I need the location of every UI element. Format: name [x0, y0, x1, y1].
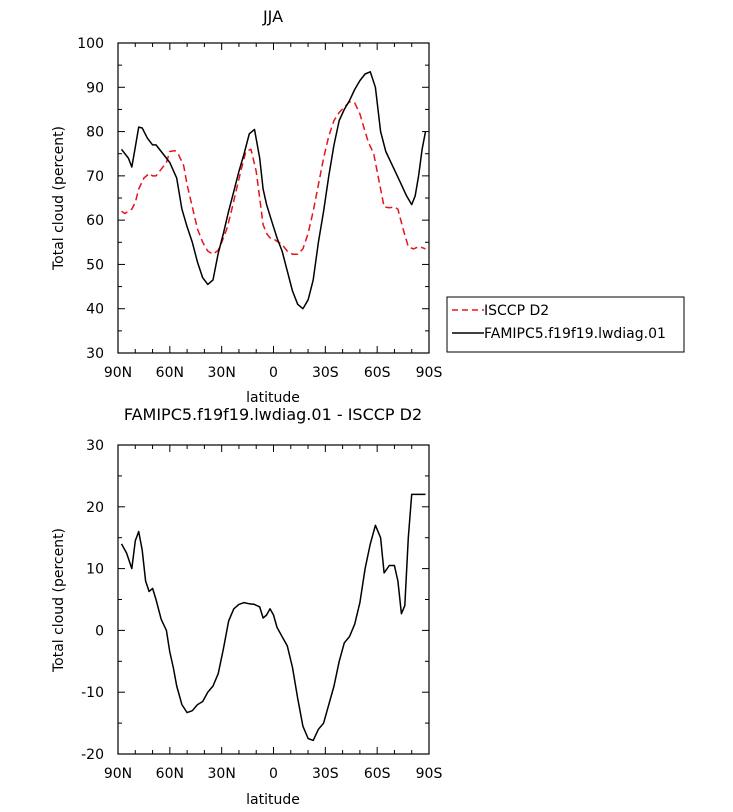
series-line-0: [120, 493, 426, 742]
panel-difference: FAMIPC5.f19f19.lwdiag.01 - ISCCP D2 Tota…: [51, 405, 442, 808]
x-tick-label: 90N: [104, 365, 132, 381]
x-tick-label: 90S: [416, 365, 443, 381]
y-tick-label: 10: [86, 562, 104, 578]
y-tick-label: 80: [86, 125, 104, 141]
legend: ISCCP D2 FAMIPC5.f19f19.lwdiag.01: [446, 296, 685, 353]
x-axis-label: latitude: [246, 792, 300, 808]
legend-label-famipc5: FAMIPC5.f19f19.lwdiag.01: [484, 326, 666, 342]
y-tick-label: 0: [95, 623, 104, 639]
legend-box: [446, 296, 685, 353]
x-tick-label: 30N: [208, 365, 236, 381]
y-tick-label: 90: [86, 80, 104, 96]
y-tick-label: 100: [77, 36, 104, 52]
plot-frame: [117, 42, 430, 354]
y-tick-label: 30: [86, 346, 104, 362]
tick-labels: 90N 60N 30N 0 30S 60S 90S 30 40 50 60 70 80 90 100: [77, 36, 442, 381]
series-lines: [120, 493, 426, 742]
panel-seasonal-total-cloud: JJA Total cloud (percent) latitude 90N 60…: [51, 7, 442, 406]
y-tick-label: 20: [86, 500, 104, 516]
x-tick-label: 60S: [364, 365, 391, 381]
tick-labels: 90N 60N 30N 0 30S 60S 90S -20 -10 0 10 20 30: [81, 438, 442, 782]
x-tick-label: 30S: [312, 766, 339, 782]
x-tick-label: 0: [269, 365, 278, 381]
y-tick-label: -20: [81, 747, 104, 763]
y-tick-label: 60: [86, 213, 104, 229]
y-tick-label: -10: [81, 685, 104, 701]
axis-ticks: [117, 444, 430, 755]
x-tick-label: 60N: [156, 766, 184, 782]
series-lines: [120, 71, 427, 310]
x-tick-label: 30N: [208, 766, 236, 782]
plot-frame: [117, 444, 430, 755]
chart-title: JJA: [262, 7, 283, 26]
x-tick-label: 90S: [416, 766, 443, 782]
y-tick-label: 70: [86, 169, 104, 185]
y-axis-label: Total cloud (percent): [51, 528, 67, 673]
x-tick-label: 90N: [104, 766, 132, 782]
series-line-0: [121, 101, 426, 255]
x-tick-label: 60N: [156, 365, 184, 381]
series-line-1: [120, 71, 427, 310]
x-tick-label: 60S: [364, 766, 391, 782]
legend-label-isccp: ISCCP D2: [484, 303, 549, 319]
y-tick-label: 50: [86, 257, 104, 273]
x-tick-label: 0: [269, 766, 278, 782]
y-axis-label: Total cloud (percent): [51, 126, 67, 271]
x-tick-label: 30S: [312, 365, 339, 381]
x-axis-label: latitude: [246, 390, 300, 406]
y-tick-label: 40: [86, 302, 104, 318]
y-tick-label: 30: [86, 438, 104, 454]
chart-title: FAMIPC5.f19f19.lwdiag.01 - ISCCP D2: [124, 405, 422, 424]
